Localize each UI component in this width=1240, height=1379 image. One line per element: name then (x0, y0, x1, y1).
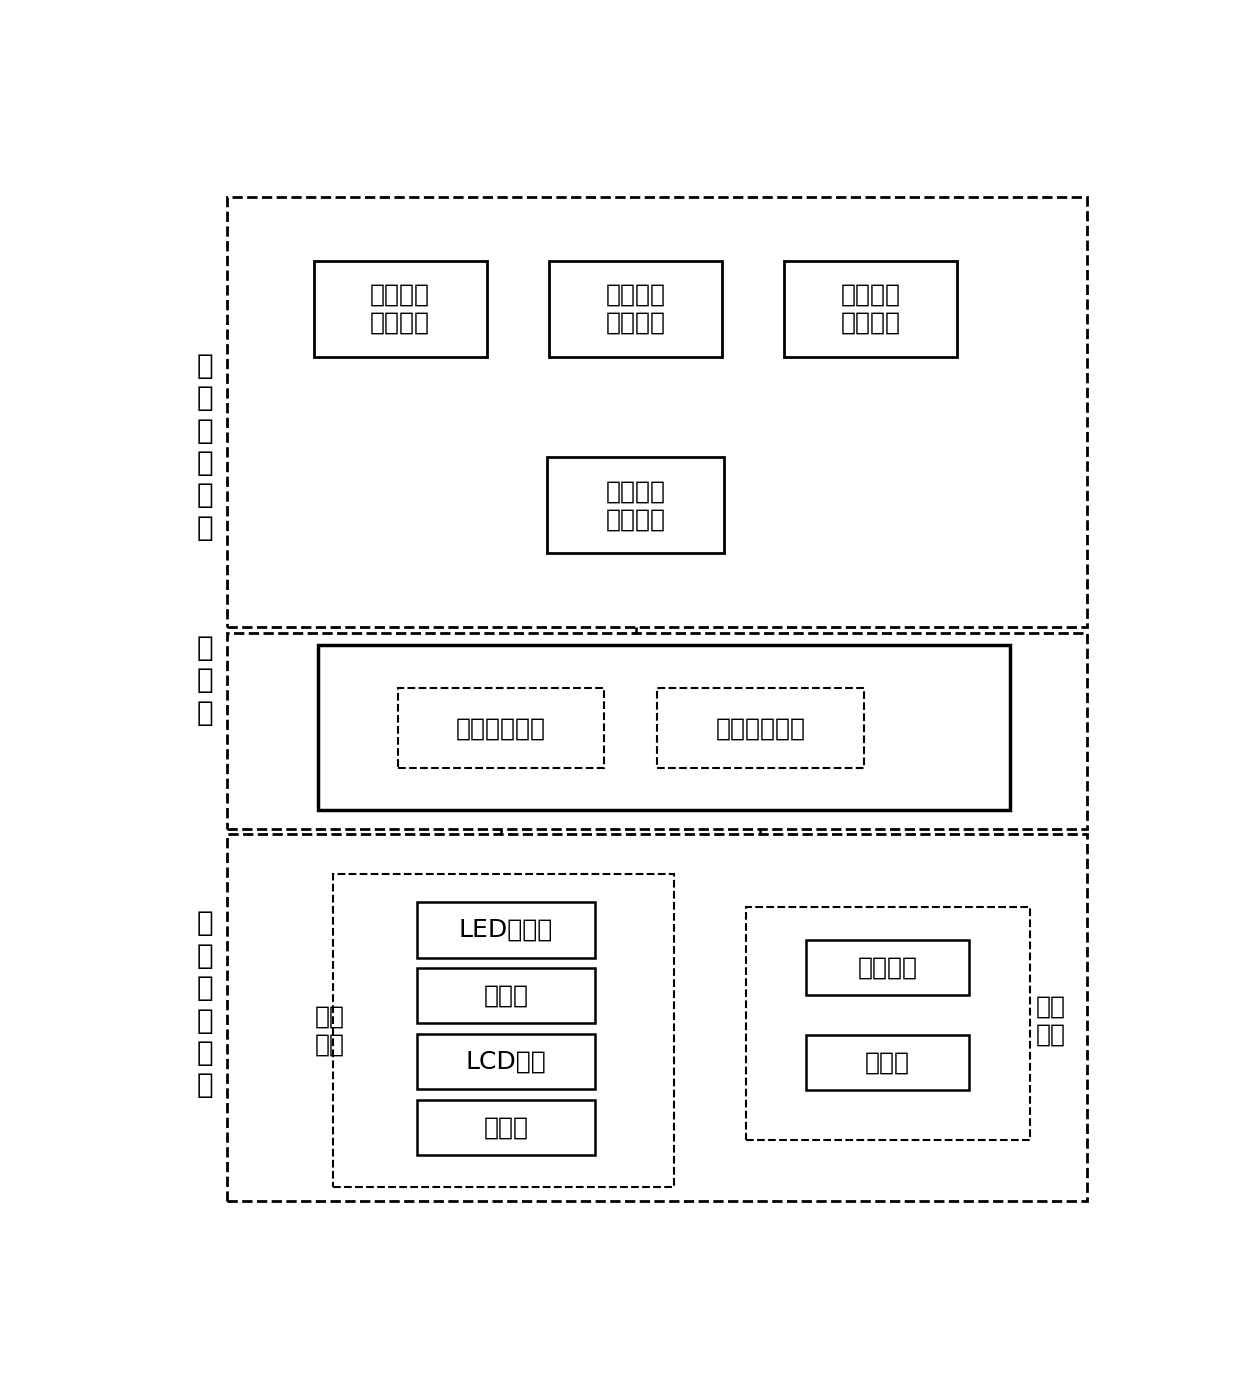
Bar (227, 197, 1087, 627)
Text: 光路
组件: 光路 组件 (315, 1005, 345, 1056)
Text: 凹面镜: 凹面镜 (484, 1116, 528, 1139)
Bar (549, 261, 722, 357)
Text: 步进电机: 步进电机 (857, 956, 918, 979)
Text: 瞳
孔
追
踪
装
置: 瞳 孔 追 踪 装 置 (197, 352, 213, 542)
Text: 控
制
器: 控 制 器 (197, 634, 213, 727)
Bar (417, 1034, 595, 1089)
Text: LED背光板: LED背光板 (459, 918, 553, 942)
Bar (417, 902, 595, 957)
Bar (806, 939, 968, 994)
Text: 转动控制模块: 转动控制模块 (715, 716, 806, 741)
Bar (785, 261, 957, 357)
Bar (417, 1100, 595, 1156)
Text: LCD面板: LCD面板 (465, 1049, 546, 1074)
Text: 瞳孔数据
采集模块: 瞳孔数据 采集模块 (841, 283, 901, 335)
Bar (806, 1036, 968, 1091)
Bar (227, 633, 1087, 829)
Bar (547, 458, 724, 553)
Bar (319, 645, 1011, 809)
Bar (332, 874, 675, 1187)
Text: 场景数据
采集模块: 场景数据 采集模块 (370, 283, 430, 335)
Text: 抬
头
显
示
装
置: 抬 头 显 示 装 置 (197, 909, 213, 1099)
Text: 数据处理
分析模块: 数据处理 分析模块 (605, 480, 666, 531)
Bar (314, 261, 486, 357)
Text: 转动
组件: 转动 组件 (1035, 994, 1065, 1047)
Text: 光路控制模块: 光路控制模块 (456, 716, 546, 741)
Text: 红外激光
发射模块: 红外激光 发射模块 (605, 283, 666, 335)
Bar (657, 688, 864, 768)
Bar (227, 834, 1087, 1201)
Text: 导光管: 导光管 (484, 983, 528, 1008)
Bar (746, 906, 1029, 1140)
Bar (398, 688, 604, 768)
Text: 转向部: 转向部 (864, 1051, 910, 1074)
Bar (417, 968, 595, 1023)
